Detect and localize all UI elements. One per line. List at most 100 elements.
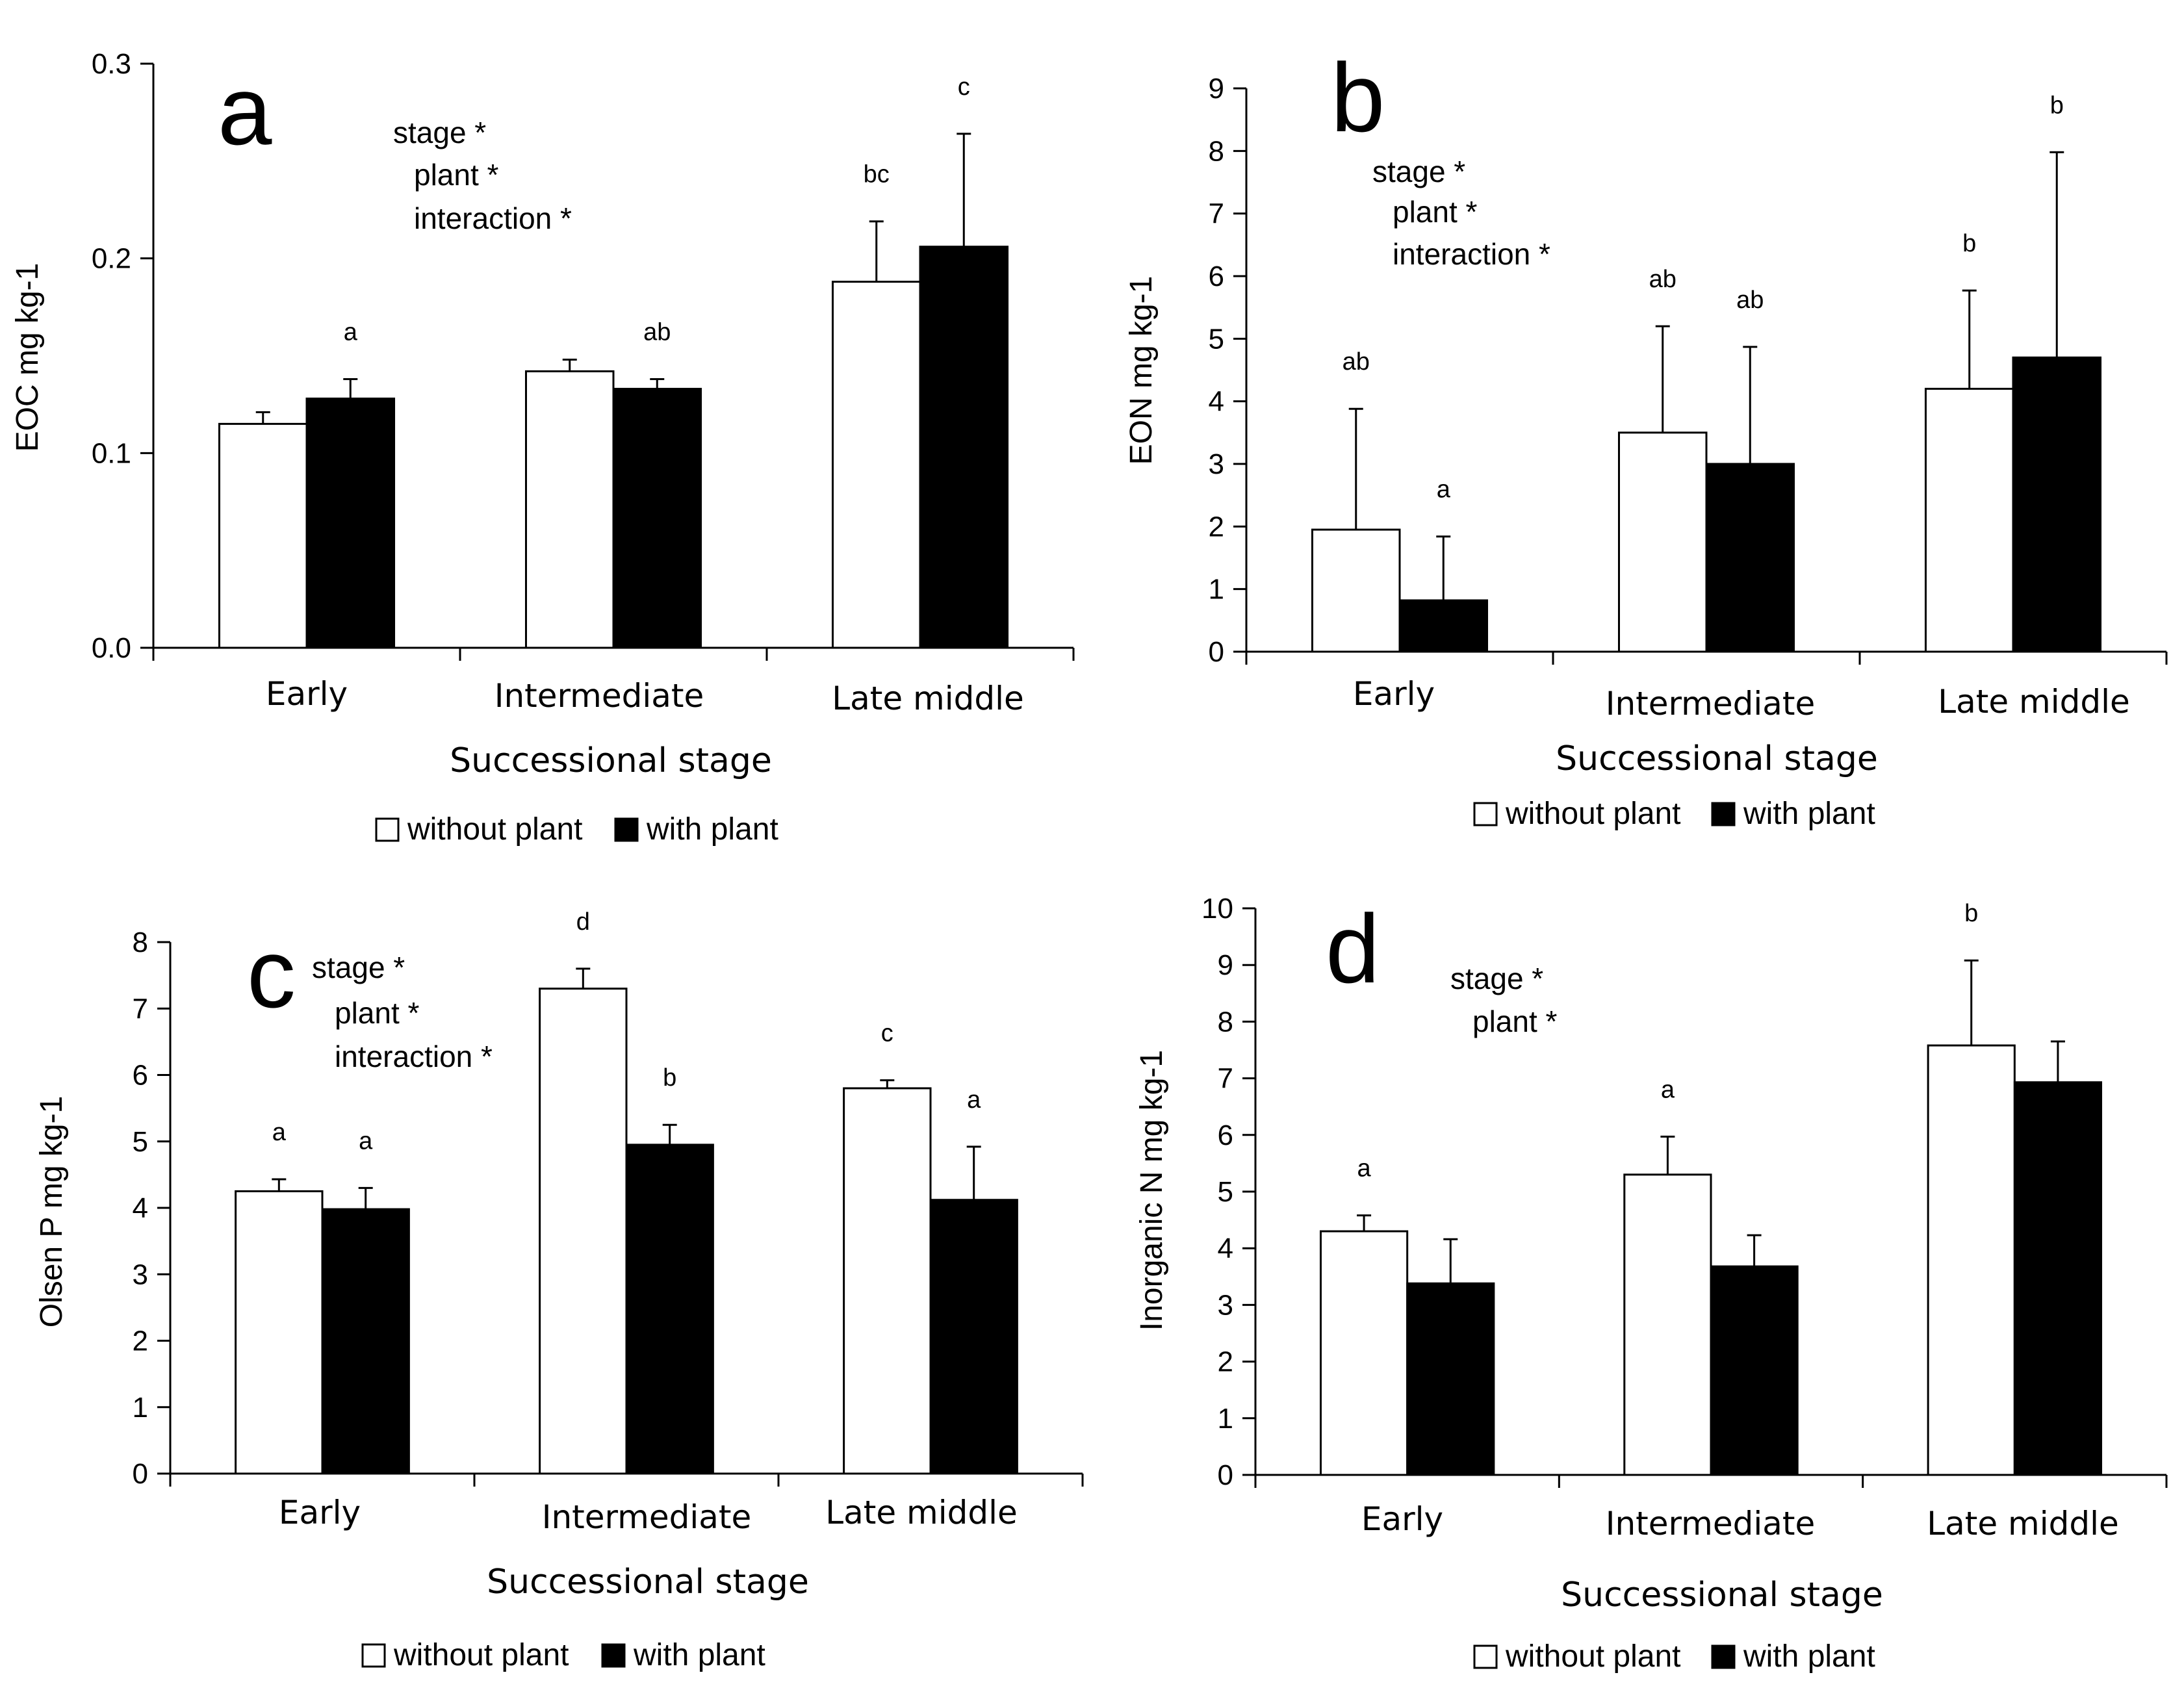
panel-letter: b bbox=[1331, 43, 1385, 152]
category-label: Early bbox=[266, 675, 348, 713]
category-label: Intermediate bbox=[1606, 685, 1816, 723]
category-label: Late middle bbox=[825, 1494, 1017, 1531]
legend-swatch-with-plant bbox=[614, 817, 639, 842]
y-axis-title: EOC mg kg-1 bbox=[10, 263, 45, 452]
group-label: a bbox=[272, 1119, 287, 1146]
bar-without-plant bbox=[1924, 387, 2014, 653]
significance-annotation: plant * bbox=[1472, 1004, 1558, 1038]
chart-panel-a: 0.0 0.1 0.2 0.3 a ab bc c Early Intermediate Late … bbox=[10, 48, 1075, 847]
legend: without plant with plant bbox=[375, 812, 778, 847]
legend-label-without-plant: without plant bbox=[1505, 1639, 1681, 1674]
bar-with-plant bbox=[1406, 1282, 1495, 1476]
panel-letter: d bbox=[1326, 894, 1380, 1003]
legend-label-with-plant: with plant bbox=[633, 1638, 765, 1672]
legend-label-without-plant: without plant bbox=[1505, 797, 1681, 831]
bar-with-plant bbox=[919, 246, 1009, 649]
bar-with-plant bbox=[929, 1199, 1018, 1475]
category-label: Intermediate bbox=[542, 1498, 752, 1536]
legend-label-without-plant: without plant bbox=[393, 1638, 569, 1672]
group-label: a bbox=[1357, 1155, 1372, 1183]
group-label: a bbox=[344, 318, 358, 346]
y-tick-label: 7 bbox=[1218, 1063, 1233, 1095]
panel-letter: c bbox=[247, 919, 296, 1028]
y-axis-title: Olsen P mg kg-1 bbox=[34, 1096, 69, 1328]
legend-swatch-without-plant bbox=[361, 1643, 386, 1668]
bar-with-plant bbox=[321, 1208, 410, 1475]
bar-without-plant bbox=[539, 988, 628, 1475]
y-tick-label: 8 bbox=[1218, 1006, 1233, 1038]
significance-annotation: stage * bbox=[312, 951, 405, 984]
y-tick-label: 2 bbox=[1209, 511, 1224, 543]
group-label: b bbox=[663, 1064, 676, 1092]
group-label: a bbox=[1661, 1076, 1675, 1103]
bar-with-plant bbox=[1705, 463, 1795, 653]
y-tick-label: 4 bbox=[133, 1192, 148, 1224]
bar-with-plant bbox=[625, 1144, 714, 1475]
x-axis-title: Successional stage bbox=[450, 741, 772, 780]
y-tick-label: 6 bbox=[133, 1060, 148, 1092]
y-tick-label: 1 bbox=[133, 1392, 148, 1424]
y-tick-label: 4 bbox=[1209, 386, 1224, 418]
category-label: Early bbox=[1361, 1500, 1443, 1538]
y-tick-label: 4 bbox=[1218, 1233, 1233, 1264]
bar-without-plant bbox=[831, 281, 921, 649]
y-tick-label: 5 bbox=[133, 1126, 148, 1158]
y-tick-label: 5 bbox=[1218, 1176, 1233, 1208]
group-label: c bbox=[958, 73, 970, 101]
bar-without-plant bbox=[843, 1087, 932, 1475]
group-label: ab bbox=[1649, 266, 1677, 293]
group-label: a bbox=[359, 1127, 373, 1155]
legend-label-with-plant: with plant bbox=[1743, 797, 1875, 831]
legend-swatch-without-plant bbox=[1473, 1644, 1498, 1669]
legend: without plant with plant bbox=[1473, 1639, 1875, 1674]
category-label: Late middle bbox=[832, 680, 1023, 717]
bar-without-plant bbox=[1617, 431, 1708, 653]
y-tick-label: 6 bbox=[1218, 1119, 1233, 1151]
y-tick-label: 8 bbox=[1209, 135, 1224, 167]
group-label: a bbox=[967, 1086, 981, 1114]
significance-annotation: interaction * bbox=[335, 1040, 493, 1073]
legend-swatch-with-plant bbox=[601, 1643, 626, 1668]
group-label: a bbox=[1437, 476, 1451, 504]
y-tick-label: 7 bbox=[133, 993, 148, 1025]
y-tick-label: 0 bbox=[1218, 1459, 1233, 1491]
significance-annotation: plant * bbox=[1393, 195, 1478, 229]
y-tick-label: 3 bbox=[1218, 1289, 1233, 1321]
legend-label-without-plant: without plant bbox=[407, 812, 583, 847]
significance-annotation: interaction * bbox=[414, 201, 572, 235]
y-tick-label: 0.2 bbox=[92, 243, 131, 275]
significance-annotation: stage * bbox=[1450, 962, 1543, 995]
y-tick-label: 1 bbox=[1209, 574, 1224, 606]
group-label: ab bbox=[1343, 348, 1370, 376]
bar-with-plant bbox=[2013, 1081, 2103, 1476]
bar-without-plant bbox=[235, 1190, 324, 1475]
group-label: b bbox=[2050, 92, 2064, 119]
bar-without-plant bbox=[218, 422, 308, 649]
chart-panel-b: 0 1 2 3 4 5 6 7 8 9 ab a ab ab b b Early Intermediate Late… bbox=[1124, 43, 2168, 831]
legend-label-with-plant: with plant bbox=[1743, 1639, 1875, 1674]
y-tick-label: 9 bbox=[1218, 949, 1233, 981]
bar-with-plant bbox=[1398, 599, 1489, 653]
y-tick-label: 1 bbox=[1218, 1403, 1233, 1435]
legend-label-with-plant: with plant bbox=[646, 812, 778, 847]
y-tick-label: 6 bbox=[1209, 261, 1224, 292]
y-tick-label: 3 bbox=[133, 1259, 148, 1290]
significance-annotation: stage * bbox=[1372, 155, 1465, 188]
chart-panel-d: 0 1 2 3 4 5 6 7 8 9 10 a a b Early Intermediate Late mid… bbox=[1135, 893, 2168, 1674]
panel-letter: a bbox=[218, 56, 272, 165]
y-tick-label: 8 bbox=[133, 927, 148, 958]
significance-annotation: plant * bbox=[414, 158, 499, 192]
category-label: Early bbox=[279, 1494, 361, 1531]
y-tick-label: 0 bbox=[133, 1458, 148, 1490]
legend-swatch-without-plant bbox=[375, 817, 400, 842]
y-tick-label: 0 bbox=[1209, 636, 1224, 668]
x-axis-title: Successional stage bbox=[1561, 1576, 1883, 1615]
chart-panel-c: 0 1 2 3 4 5 6 7 8 a a d b c a Early Intermediate Late mid… bbox=[34, 908, 1084, 1672]
legend: without plant with plant bbox=[361, 1638, 765, 1672]
group-label: c bbox=[881, 1020, 893, 1047]
y-tick-label: 0.3 bbox=[92, 48, 131, 80]
y-tick-label: 3 bbox=[1209, 448, 1224, 480]
y-tick-label: 9 bbox=[1209, 73, 1224, 105]
legend-swatch-without-plant bbox=[1473, 802, 1498, 826]
